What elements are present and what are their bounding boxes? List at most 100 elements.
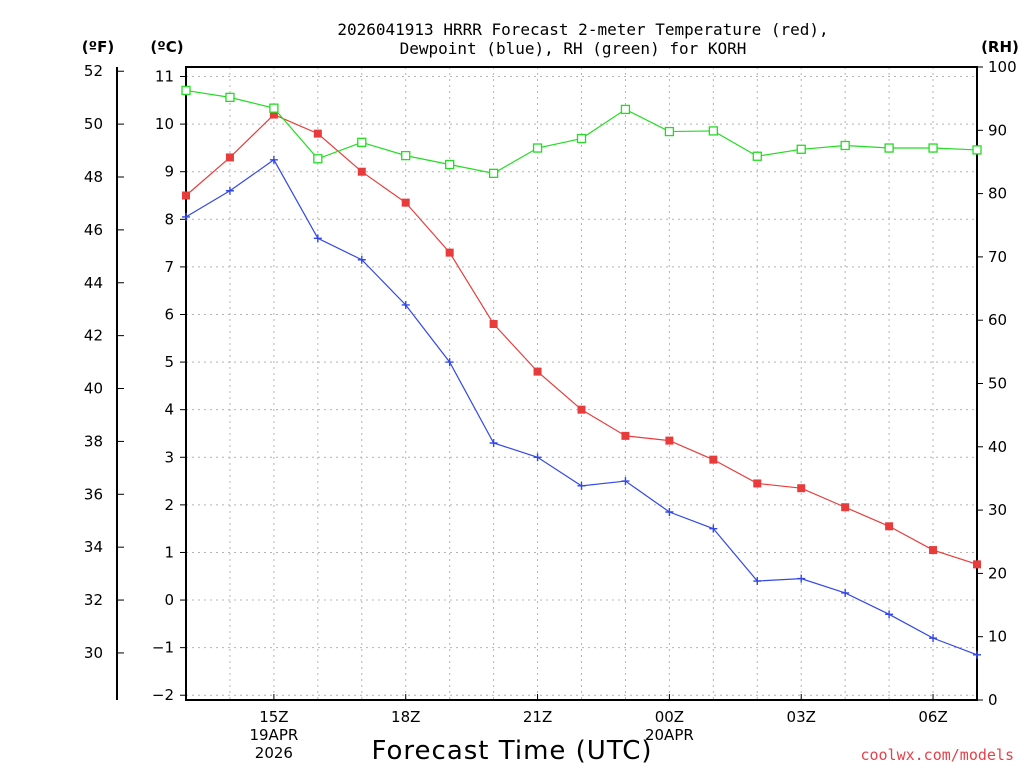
rh-point (488, 168, 499, 178)
temperature-point (577, 405, 586, 414)
rh-tick-label: 10 (988, 628, 1007, 646)
temperature-point (885, 522, 894, 531)
fahrenheit-tick-label: 38 (84, 432, 103, 450)
dewpoint-point (577, 481, 586, 490)
dewpoint-point (401, 300, 410, 309)
x-tick-label: 15Z (259, 708, 288, 726)
rh-tick-label: 40 (988, 438, 1007, 456)
temperature-point (313, 129, 322, 138)
fahrenheit-tick-label: 48 (84, 168, 103, 186)
celsius-tick-label: 1 (164, 543, 174, 561)
temperature-point (797, 484, 806, 493)
rh-tick-label: 90 (988, 121, 1007, 139)
temperature-point (225, 153, 234, 162)
temperature-point (445, 248, 454, 257)
dewpoint-point (489, 438, 498, 447)
dewpoint-point (665, 508, 674, 517)
x-tick-label: 03Z (787, 708, 816, 726)
x-tick-label: 18Z (391, 708, 420, 726)
fahrenheit-tick-label: 32 (84, 591, 103, 609)
fahrenheit-tick-label: 44 (84, 274, 103, 292)
temperature-point (401, 198, 410, 207)
dewpoint-point (182, 212, 190, 221)
x-tick-label: 21Z (523, 708, 552, 726)
rh-point (664, 126, 675, 137)
source-credit: coolwx.com/models (860, 746, 1014, 764)
x-tick-label: 06Z (918, 708, 947, 726)
temperature-point (929, 546, 938, 555)
axes: −2−1012345678910113032343638404244464850… (84, 58, 1017, 762)
temperature-point (489, 320, 498, 329)
rh-tick-label: 20 (988, 564, 1007, 582)
rh-tick-label: 30 (988, 501, 1007, 519)
rh-point (313, 154, 323, 164)
dewpoint-point (269, 155, 278, 164)
celsius-tick-label: 6 (164, 305, 174, 323)
x-tick-label: 2026 (255, 744, 293, 762)
dewpoint-point (313, 234, 322, 243)
x-axis-label: Forecast Time (UTC) (371, 736, 652, 766)
fahrenheit-tick-label: 36 (84, 485, 103, 503)
celsius-tick-label: 2 (164, 496, 174, 514)
temperature-point (665, 436, 674, 445)
fahrenheit-axis-unit: (ºF) (82, 38, 114, 56)
rh-point (357, 137, 367, 147)
rh-point (269, 103, 279, 113)
dewpoint-point (841, 588, 850, 597)
rh-point (225, 92, 235, 103)
rh-tick-label: 60 (988, 311, 1007, 329)
celsius-tick-label: 11 (155, 68, 174, 86)
fahrenheit-tick-label: 40 (84, 380, 103, 398)
temperature-point (841, 503, 850, 512)
temperature-point (709, 455, 718, 464)
dewpoint-point (357, 255, 366, 264)
temperature-point (753, 479, 762, 488)
dewpoint-point (225, 186, 234, 195)
celsius-tick-label: 9 (164, 163, 174, 181)
rh-point (576, 133, 587, 144)
rh-tick-label: 70 (988, 248, 1007, 266)
x-tick-label: 00Z (655, 708, 684, 726)
temperature-point (533, 367, 542, 376)
dewpoint-point (709, 524, 718, 533)
rh-point (181, 85, 191, 96)
celsius-tick-label: 7 (164, 258, 174, 276)
rh-point (752, 151, 762, 161)
x-tick-label: 20APR (645, 726, 694, 744)
celsius-tick-label: 4 (164, 401, 174, 419)
chart-title-line-1: 2026041913 HRRR Forecast 2-meter Tempera… (337, 20, 828, 39)
dewpoint-point (929, 634, 938, 643)
temperature-point (357, 167, 366, 176)
temperature-point (182, 191, 190, 200)
rh-tick-label: 0 (988, 691, 998, 709)
rh-point (972, 145, 982, 155)
rh-point (532, 143, 543, 153)
dewpoint-point (797, 574, 806, 583)
fahrenheit-tick-label: 30 (84, 644, 103, 662)
rh-point (840, 140, 850, 151)
celsius-tick-label: 0 (164, 591, 174, 609)
rh-point (708, 126, 718, 136)
temperature-point (269, 110, 278, 119)
celsius-tick-label: 10 (155, 115, 174, 133)
rh-point (401, 150, 411, 161)
rh-tick-label: 50 (988, 375, 1007, 393)
chart-title-line-2: Dewpoint (blue), RH (green) for KORH (400, 39, 747, 58)
dewpoint-point (621, 477, 630, 486)
celsius-tick-label: −1 (152, 639, 174, 657)
rh-axis-unit: (RH) (981, 38, 1019, 56)
celsius-tick-label: 5 (164, 353, 174, 371)
fahrenheit-tick-label: 42 (84, 327, 103, 345)
dewpoint-point (445, 358, 454, 367)
fahrenheit-tick-label: 50 (84, 115, 103, 133)
celsius-tick-label: 3 (164, 448, 174, 466)
celsius-tick-label: −2 (152, 686, 174, 704)
rh-point (884, 143, 894, 153)
fahrenheit-tick-label: 34 (84, 538, 103, 556)
dewpoint-point (753, 577, 762, 586)
rh-point (928, 143, 938, 153)
rh-point (796, 144, 806, 154)
dewpoint-point (973, 650, 981, 659)
